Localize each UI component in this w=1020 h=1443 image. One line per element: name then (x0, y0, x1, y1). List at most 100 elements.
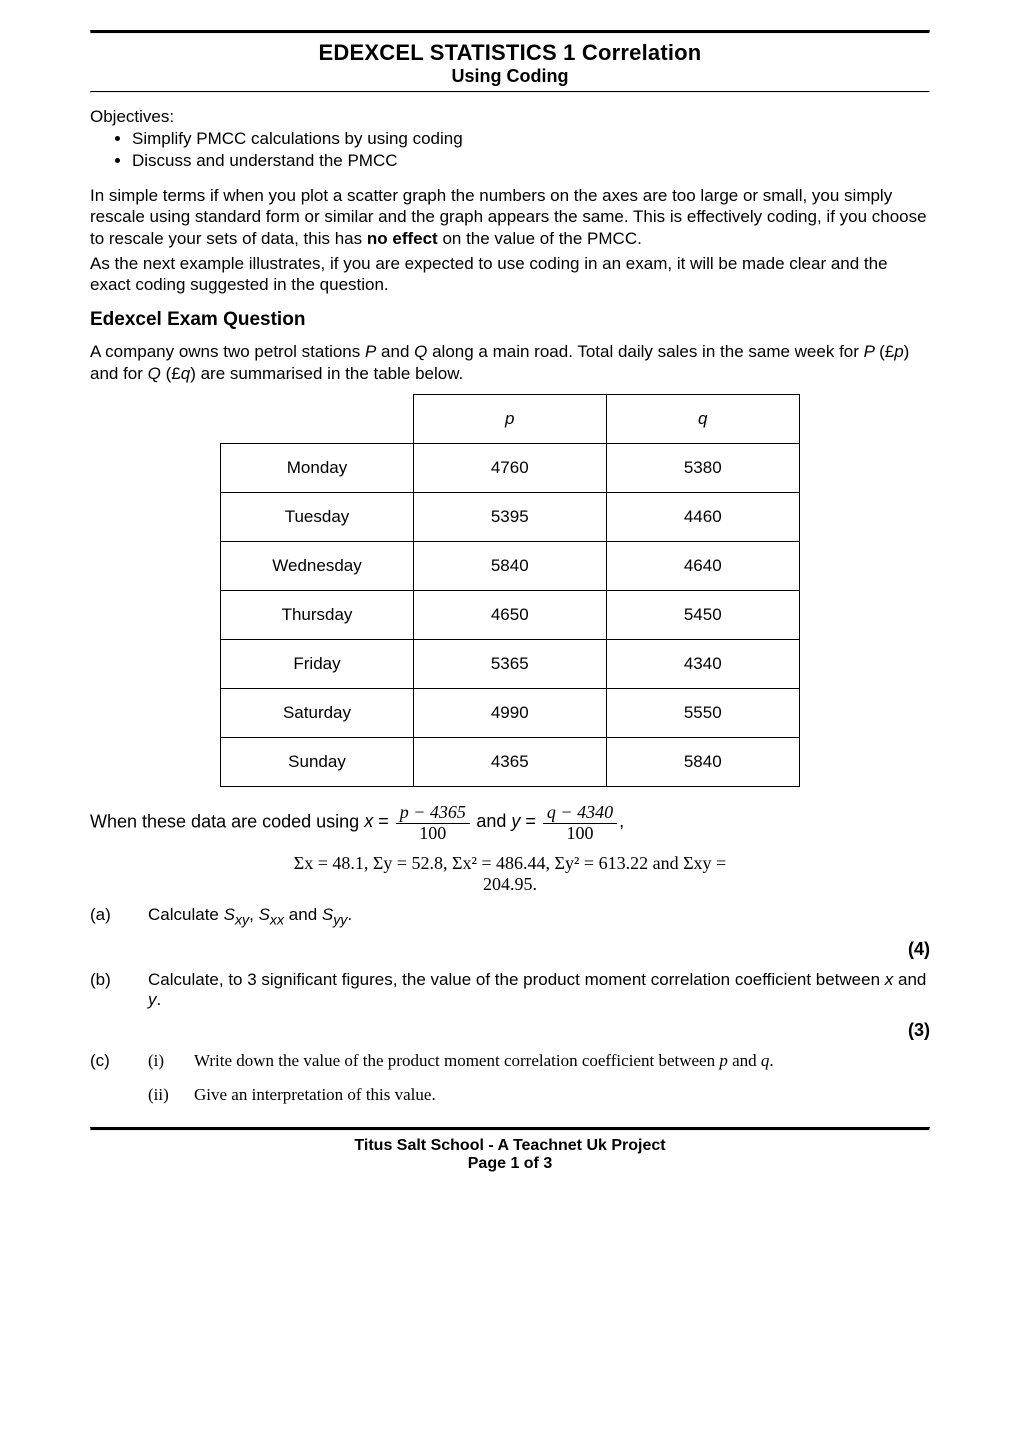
S-xy: Sxy (224, 905, 250, 924)
fraction-y: q − 4340 100 (543, 803, 617, 844)
eq-sign: = (520, 811, 541, 831)
part-label: (a) (90, 905, 148, 925)
lead-text: A company owns two petrol stations (90, 342, 365, 361)
lead-text: (£ (879, 342, 894, 361)
part-a-text: Calculate Sxy, Sxx and Syy. (148, 905, 930, 928)
coding-prefix: When these data are coded using (90, 811, 364, 831)
day-cell: Sunday (221, 737, 414, 786)
q-cell: 5380 (606, 443, 799, 492)
var-P: P (365, 342, 376, 361)
p-cell: 5365 (413, 639, 606, 688)
objective-item: Discuss and understand the PMCC (132, 151, 930, 171)
period: . (157, 990, 162, 1009)
p-cell: 5395 (413, 492, 606, 541)
frac-den: 100 (543, 824, 617, 844)
var-Q: Q (414, 342, 427, 361)
intro-paragraph-1: In simple terms if when you plot a scatt… (90, 185, 930, 249)
question-list: (a) Calculate Sxy, Sxx and Syy. (4) (b) … (90, 905, 930, 1104)
lead-text: along a main road. Total daily sales in … (427, 342, 863, 361)
objectives-list: Simplify PMCC calculations by using codi… (132, 129, 930, 171)
S-yy: Syy (322, 905, 348, 924)
p-cell: 5840 (413, 541, 606, 590)
subpart-label: (i) (148, 1051, 194, 1071)
fraction-x: p − 4365 100 (396, 803, 470, 844)
sums-line: Σx = 48.1, Σy = 52.8, Σx² = 486.44, Σy² … (90, 853, 930, 895)
text: Calculate, to 3 significant figures, the… (148, 970, 885, 989)
q-cell: 5550 (606, 688, 799, 737)
day-cell: Tuesday (221, 492, 414, 541)
text: Calculate (148, 905, 224, 924)
table-header-row: p q (221, 394, 800, 443)
q-cell: 5840 (606, 737, 799, 786)
var-p: p (894, 342, 903, 361)
no-effect-bold: no effect (367, 229, 438, 248)
part-label: (b) (90, 970, 148, 990)
period: . (769, 1051, 773, 1070)
day-cell: Wednesday (221, 541, 414, 590)
comma: , (249, 905, 258, 924)
sums-line-2: 204.95. (90, 874, 930, 895)
part-label: (c) (90, 1051, 148, 1071)
table-row: Wednesday 5840 4640 (221, 541, 800, 590)
intro-paragraph-2: As the next example illustrates, if you … (90, 253, 930, 296)
exam-heading: Edexcel Exam Question (90, 309, 930, 331)
objective-item: Simplify PMCC calculations by using codi… (132, 129, 930, 149)
table-row: Thursday 4650 5450 (221, 590, 800, 639)
col-header-p: p (413, 394, 606, 443)
title-block: EDEXCEL STATISTICS 1 Correlation Using C… (90, 34, 930, 91)
day-cell: Friday (221, 639, 414, 688)
q-cell: 4640 (606, 541, 799, 590)
frac-num: q − 4340 (543, 803, 617, 824)
q-cell: 5450 (606, 590, 799, 639)
and: and (893, 970, 926, 989)
text: Write down the value of the product mome… (194, 1051, 719, 1070)
frac-den: 100 (396, 824, 470, 844)
objectives-label: Objectives: (90, 107, 930, 127)
lead-text: ) are summarised in the table below. (190, 364, 463, 383)
var-Q: Q (148, 364, 166, 383)
title-sub: Using Coding (90, 66, 930, 87)
part-c-ii: (ii) Give an interpretation of this valu… (90, 1085, 930, 1105)
var-x: x (885, 970, 894, 989)
frac-num: p − 4365 (396, 803, 470, 824)
table-row: Tuesday 5395 4460 (221, 492, 800, 541)
coding-line: When these data are coded using x = p − … (90, 803, 930, 844)
data-table: p q Monday 4760 5380 Tuesday 5395 4460 W… (220, 394, 800, 787)
data-table-wrap: p q Monday 4760 5380 Tuesday 5395 4460 W… (90, 394, 930, 787)
footer-line-2: Page 1 of 3 (90, 1155, 930, 1173)
table-row: Monday 4760 5380 (221, 443, 800, 492)
eq-sign: = (373, 811, 394, 831)
and: and (284, 905, 322, 924)
q-cell: 4340 (606, 639, 799, 688)
exam-lead: A company owns two petrol stations P and… (90, 341, 930, 384)
sums-line-1: Σx = 48.1, Σy = 52.8, Σx² = 486.44, Σy² … (90, 853, 930, 874)
p-cell: 4650 (413, 590, 606, 639)
part-a: (a) Calculate Sxy, Sxx and Syy. (90, 905, 930, 928)
var-x: x (364, 811, 373, 831)
marks-a: (4) (90, 939, 930, 960)
and: and (728, 1051, 761, 1070)
q-cell: 4460 (606, 492, 799, 541)
col-header-q: q (606, 394, 799, 443)
day-cell: Thursday (221, 590, 414, 639)
p-cell: 4365 (413, 737, 606, 786)
var-q: q (181, 364, 190, 383)
var-y: y (148, 990, 157, 1009)
day-cell: Monday (221, 443, 414, 492)
part-c-i: (c) (i) Write down the value of the prod… (90, 1051, 930, 1071)
and-word: and (476, 811, 511, 831)
title-main: EDEXCEL STATISTICS 1 Correlation (90, 40, 930, 66)
var-P: P (864, 342, 879, 361)
lead-text: (£ (166, 364, 181, 383)
footer: Titus Salt School - A Teachnet Uk Projec… (90, 1131, 930, 1173)
p-cell: 4760 (413, 443, 606, 492)
table-row: Sunday 4365 5840 (221, 737, 800, 786)
p-cell: 4990 (413, 688, 606, 737)
table-row: Saturday 4990 5550 (221, 688, 800, 737)
comma: , (619, 811, 624, 831)
period: . (347, 905, 352, 924)
table-row: Friday 5365 4340 (221, 639, 800, 688)
page: EDEXCEL STATISTICS 1 Correlation Using C… (0, 0, 1020, 1443)
footer-line-1: Titus Salt School - A Teachnet Uk Projec… (90, 1137, 930, 1155)
part-c-ii-text: Give an interpretation of this value. (194, 1085, 930, 1105)
